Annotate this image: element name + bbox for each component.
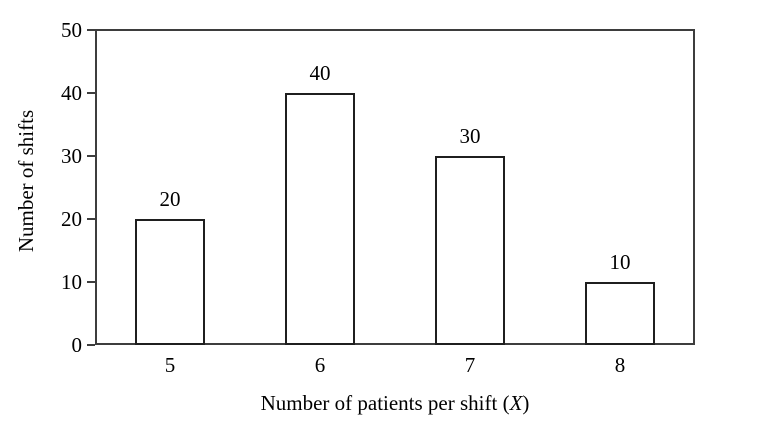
- y-tickmark-30: [87, 155, 95, 157]
- y-tick-label-40: 40: [61, 81, 82, 105]
- y-tick-label-50: 50: [61, 18, 82, 42]
- y-tickmark-20: [87, 218, 95, 220]
- x-tick-label-7: 7: [464, 353, 476, 377]
- y-tickmark-0: [87, 344, 95, 346]
- bar-category-7: [435, 156, 505, 345]
- bar-value-label-6: 40: [309, 61, 331, 85]
- y-axis-title: Number of shifts: [14, 109, 38, 253]
- y-tick-label-10: 10: [61, 270, 82, 294]
- x-tick-label-5: 5: [164, 353, 176, 377]
- x-tick-label-8: 8: [614, 353, 626, 377]
- x-axis-title-close: ): [522, 391, 530, 415]
- bar-value-label-5: 20: [159, 187, 181, 211]
- x-axis-title: Number of patients per shift (X): [95, 391, 695, 415]
- y-tickmark-40: [87, 92, 95, 94]
- y-tick-label-0: 0: [71, 333, 83, 357]
- bar-category-6: [285, 93, 355, 345]
- x-axis-title-variable: X: [509, 391, 523, 415]
- bar-value-label-7: 30: [459, 124, 481, 148]
- x-tick-label-6: 6: [314, 353, 326, 377]
- y-tick-label-30: 30: [61, 144, 82, 168]
- y-tickmark-50: [87, 29, 95, 31]
- bar-value-label-8: 10: [609, 250, 631, 274]
- bar-category-5: [135, 219, 205, 345]
- y-tick-label-20: 20: [61, 207, 82, 231]
- bar-category-8: [585, 282, 655, 345]
- y-tickmark-10: [87, 281, 95, 283]
- x-axis-title-text: Number of patients per shift (: [260, 391, 510, 415]
